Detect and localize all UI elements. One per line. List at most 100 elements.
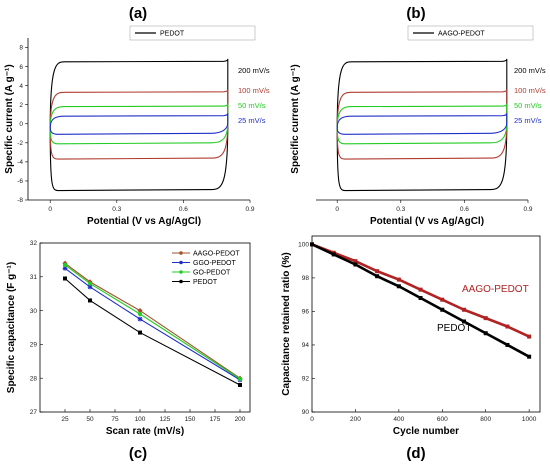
data-point xyxy=(353,259,358,264)
data-point xyxy=(375,274,380,279)
x-axis-title: Cycle number xyxy=(393,426,459,437)
scan-rate-label: 100 mV/s xyxy=(514,86,546,95)
x-tick-label: 800 xyxy=(480,416,491,423)
y-tick-label: 2 xyxy=(19,102,23,109)
data-point xyxy=(440,297,445,302)
x-tick-label: 0.9 xyxy=(245,206,254,213)
x-tick-label: 1000 xyxy=(522,416,537,423)
x-tick-label: 0.3 xyxy=(396,206,405,213)
y-tick-label: 8 xyxy=(19,45,23,52)
data-point xyxy=(505,342,510,347)
x-tick-label: 0.6 xyxy=(460,206,469,213)
y-axis-title: Specific current (A g⁻¹) xyxy=(4,64,15,173)
data-point xyxy=(137,311,143,317)
data-point xyxy=(440,307,445,312)
y-tick-label: -2 xyxy=(17,140,23,147)
data-point xyxy=(310,242,314,247)
data-point xyxy=(527,354,532,359)
y-tick-label: 96 xyxy=(302,309,310,316)
legend-entry: PEDOT xyxy=(160,31,185,38)
data-point xyxy=(331,252,336,257)
x-tick-label: 0 xyxy=(48,206,52,213)
cv-loop xyxy=(49,113,229,135)
legend-entry: PEDOT xyxy=(193,279,218,286)
data-point xyxy=(396,284,401,289)
data-point xyxy=(138,330,142,335)
data-point xyxy=(87,284,93,290)
legend-entry: AAGO-PEDOT xyxy=(438,31,485,38)
y-tick-label: 92 xyxy=(302,376,310,383)
x-axis-title: Potential (V vs Ag/AgCl) xyxy=(370,216,484,227)
data-point xyxy=(87,281,93,286)
series-line xyxy=(64,262,241,379)
data-point xyxy=(462,319,466,324)
scan-rate-label: 100 mV/s xyxy=(238,86,270,95)
annotation-pedot: PEDOT xyxy=(437,323,471,334)
data-point xyxy=(483,316,488,321)
y-tick-label: 100 xyxy=(298,242,309,249)
y-tick-label: 32 xyxy=(30,240,38,247)
legend: AAGO-PEDOT xyxy=(407,25,534,41)
y-tick-label: 29 xyxy=(30,342,38,349)
x-tick-label: 200 xyxy=(350,416,361,423)
y-tick-label: -8 xyxy=(17,197,23,204)
scan-rate-label: 50 mV/s xyxy=(238,101,266,110)
x-tick-label: 0.6 xyxy=(179,206,188,213)
scan-rate-label: 50 mV/s xyxy=(514,101,542,110)
legend-marker xyxy=(179,279,183,284)
data-point xyxy=(462,307,466,312)
y-tick-label: 6 xyxy=(19,64,23,71)
legend-entry: GGO-PEDOT xyxy=(193,260,237,267)
y-tick-label: 90 xyxy=(302,409,310,416)
panel-c-capacitance-chart: 25 50 75 100 125 150 175 200 27 28 29 30 31 32 Scan ra… xyxy=(6,240,251,437)
series-line xyxy=(64,264,241,380)
panel-label-c: (c) xyxy=(129,445,147,462)
x-tick-label: 25 xyxy=(61,416,69,423)
data-point xyxy=(418,287,423,292)
series-line xyxy=(64,278,241,386)
data-point xyxy=(353,262,358,267)
data-point xyxy=(527,334,532,339)
y-tick-label: 30 xyxy=(30,308,38,315)
x-axis-title: Scan rate (mV/s) xyxy=(106,426,184,437)
plot-frame xyxy=(39,242,251,413)
x-tick-label: 100 xyxy=(135,416,146,423)
scan-rate-label: 25 mV/s xyxy=(238,116,266,125)
x-tick-label: 0 xyxy=(310,416,314,423)
data-point xyxy=(88,298,92,303)
scan-rate-label: 25 mV/s xyxy=(514,116,542,125)
legend-entry: AAGO-PEDOT xyxy=(193,251,240,258)
data-point xyxy=(505,324,510,329)
scan-rate-label: 200 mV/s xyxy=(238,66,270,75)
data-point xyxy=(483,331,488,336)
legend-frame xyxy=(129,25,256,41)
data-point xyxy=(237,376,243,381)
panel-label-a: (a) xyxy=(129,5,147,22)
panel-label-b: (b) xyxy=(406,5,425,22)
data-point xyxy=(62,262,68,268)
panel-a-cv-chart: PEDOT -8 -6 -4 -2 0 2 4 6 8 0 0.3 0.6 0.9 Potential (V… xyxy=(4,25,270,227)
data-point xyxy=(137,308,143,314)
x-tick-label: 50 xyxy=(86,416,94,423)
data-point xyxy=(62,265,68,271)
x-axis-title: Potential (V vs Ag/AgCl) xyxy=(87,216,201,227)
y-tick-label: 94 xyxy=(302,342,310,349)
annotation-aago-pedot: AAGO-PEDOT xyxy=(462,284,529,295)
scan-rate-label: 200 mV/s xyxy=(514,66,546,75)
y-axis-title: Specific current (A g⁻¹) xyxy=(290,64,301,173)
y-tick-label: -4 xyxy=(17,159,23,166)
legend-entry: GO-PEDOT xyxy=(193,270,231,277)
series-line xyxy=(64,267,241,381)
data-point xyxy=(63,276,67,281)
data-point xyxy=(418,296,423,301)
panel-b-cv-chart: AAGO-PEDOT 0 0.3 0.6 0.9 Potential (V vs Ag/A… xyxy=(290,25,546,227)
legend-marker xyxy=(179,260,183,265)
x-tick-label: 600 xyxy=(437,416,448,423)
legend-frame xyxy=(407,25,534,41)
x-tick-label: 150 xyxy=(185,416,196,423)
data-point xyxy=(137,316,143,322)
y-tick-label: 4 xyxy=(19,83,23,90)
y-tick-label: -6 xyxy=(17,178,23,185)
